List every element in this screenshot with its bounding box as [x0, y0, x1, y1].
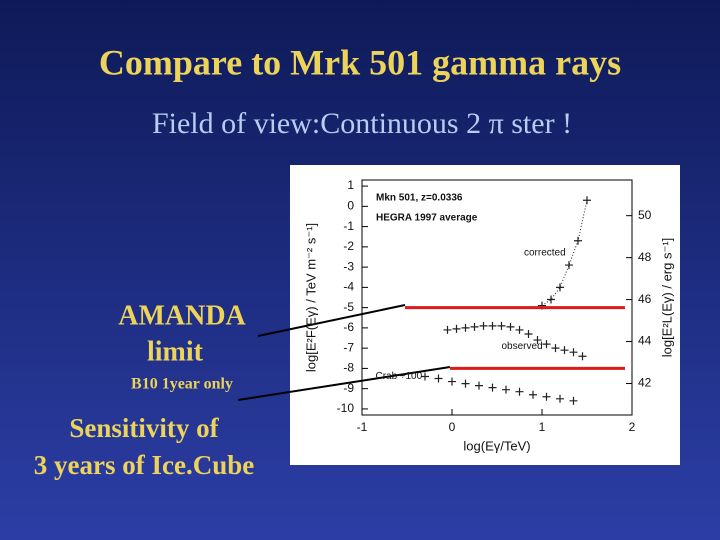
data-point [506, 322, 515, 331]
y-tick-label: 1 [347, 178, 354, 192]
y-axis-label: log[E²F(Eγ) / TeV m⁻² s⁻¹] [303, 223, 318, 372]
series-label: Crab ÷100 [376, 371, 423, 382]
data-point [569, 396, 578, 405]
data-point [547, 295, 555, 304]
slide-subtitle: Field of view:Continuous 2 π ster ! [152, 107, 572, 140]
data-point [533, 336, 542, 345]
data-point [448, 377, 456, 386]
amanda-label: AMANDA [118, 300, 246, 331]
data-point [461, 379, 470, 388]
y2-tick-label: 42 [638, 376, 652, 390]
y2-tick-label: 48 [638, 250, 652, 264]
y-tick-label: 0 [347, 199, 354, 213]
y-tick-label: -7 [343, 340, 354, 354]
data-point [583, 196, 591, 205]
x-tick-label: 0 [449, 420, 456, 434]
amanda-label: limit [147, 336, 204, 367]
data-point [488, 383, 497, 392]
data-point [515, 387, 524, 396]
x-tick-label: -1 [357, 420, 368, 434]
amanda-note: B10 1year only [131, 376, 233, 393]
data-point [515, 325, 524, 334]
data-point [434, 374, 443, 383]
series-label: observed [502, 341, 543, 352]
y-tick-label: -3 [343, 259, 354, 273]
data-point [542, 392, 551, 401]
data-point [556, 394, 564, 403]
data-point [461, 323, 470, 332]
data-point [556, 283, 564, 292]
y2-axis-label: log[E²L(Eγ) / erg s⁻¹] [659, 238, 674, 358]
slide-title: Compare to Mrk 501 gamma rays [99, 42, 621, 82]
plot-frame [361, 179, 633, 416]
y2-tick-label: 50 [638, 208, 652, 222]
data-point [475, 381, 483, 390]
y-tick-label: -10 [337, 401, 355, 415]
x-axis-label: log(Eγ/TeV) [463, 438, 530, 453]
y-tick-label: -2 [343, 239, 354, 253]
y-tick-label: -5 [343, 300, 354, 314]
data-point [565, 261, 573, 270]
y-tick-label: -1 [343, 219, 354, 233]
y-tick-label: -4 [343, 280, 354, 294]
y2-tick-label: 46 [638, 292, 652, 306]
x-tick-label: 1 [539, 420, 546, 434]
data-point [452, 324, 461, 333]
data-point [542, 340, 551, 349]
pointer-line [257, 304, 406, 337]
y-tick-label: -8 [343, 361, 354, 375]
series-label: corrected [524, 248, 566, 259]
annotation: Mkn 501, z=0.0336 [376, 193, 463, 204]
data-point [524, 329, 533, 338]
series-line [541, 200, 588, 307]
data-point [529, 390, 537, 399]
y-tick-label: -9 [343, 381, 354, 395]
icecube-label: Sensitivity of [69, 413, 219, 443]
icecube-label: 3 years of Ice.Cube [34, 450, 254, 480]
data-point [574, 236, 582, 245]
x-tick-label: 2 [629, 420, 636, 434]
data-point [470, 322, 479, 331]
data-point [479, 321, 488, 330]
data-point [560, 346, 569, 355]
data-point [497, 321, 506, 330]
data-point [502, 385, 510, 394]
y-tick-label: -6 [343, 320, 354, 334]
data-point [488, 321, 497, 330]
y2-tick-label: 44 [638, 334, 652, 348]
data-point [569, 348, 578, 357]
data-point [578, 352, 587, 361]
data-point [421, 372, 429, 381]
data-point [443, 325, 452, 334]
data-point [551, 344, 560, 353]
pointer-line [237, 366, 451, 401]
annotation: HEGRA 1997 average [376, 213, 478, 224]
